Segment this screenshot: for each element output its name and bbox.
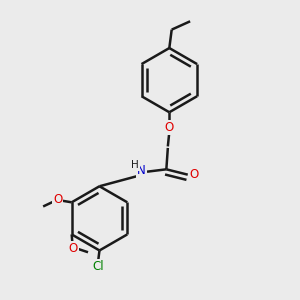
Text: O: O: [68, 242, 78, 255]
Text: H: H: [131, 160, 139, 170]
Text: Cl: Cl: [92, 260, 104, 273]
Text: O: O: [165, 121, 174, 134]
Text: O: O: [190, 168, 199, 181]
Text: O: O: [53, 194, 62, 206]
Text: N: N: [137, 164, 146, 177]
